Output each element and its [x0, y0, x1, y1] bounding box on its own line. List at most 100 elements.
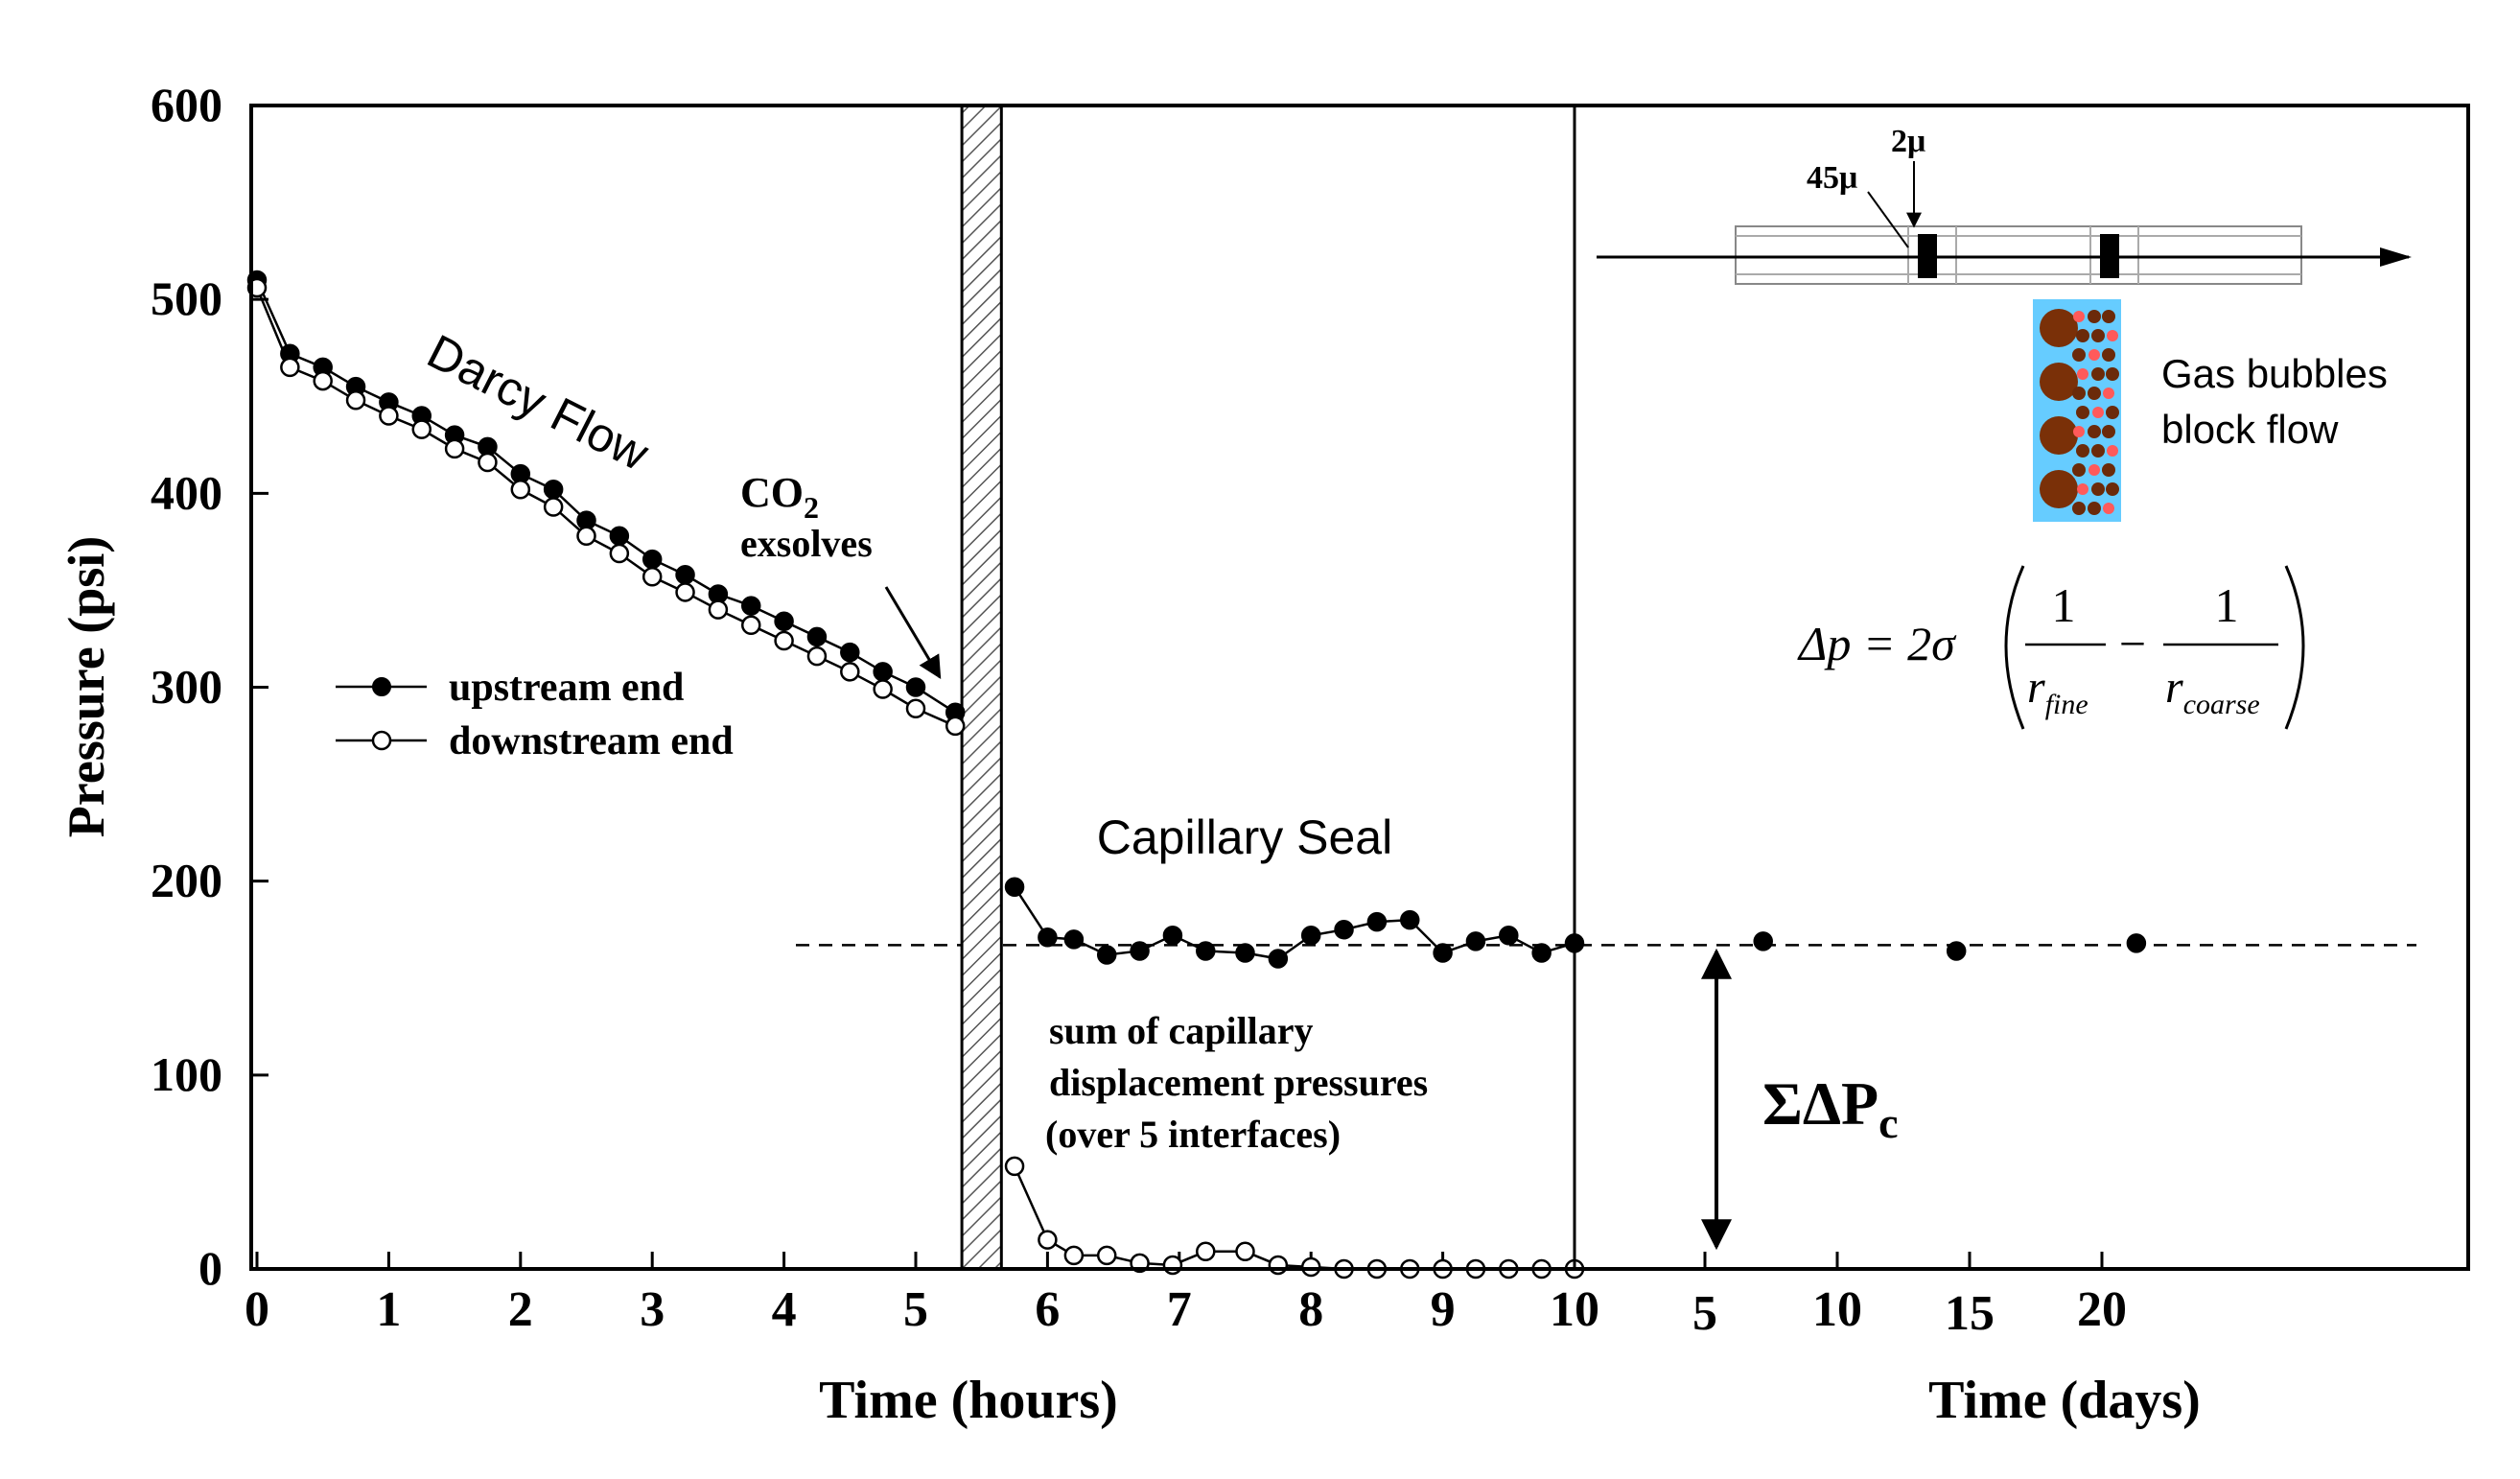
downstream-end-point	[945, 716, 966, 737]
eq-lhs: Δp = 2σ	[1797, 617, 1957, 670]
downstream-end-point	[1063, 1245, 1085, 1266]
downstream-end-point	[313, 370, 333, 391]
upstream-end-point	[1400, 909, 1420, 930]
fine-grain	[2088, 425, 2101, 438]
y-tick-label: 400	[151, 465, 222, 519]
fine-grain	[2102, 348, 2115, 362]
downstream-end-point	[1235, 1241, 1255, 1262]
downstream-end-point	[873, 679, 893, 699]
upstream-end-point	[905, 677, 926, 697]
downstream-end-point	[905, 698, 926, 718]
gas-bubble	[2107, 330, 2118, 341]
upstream-end-point	[806, 626, 828, 647]
downstream-end-point	[1268, 1255, 1289, 1276]
upstream-end-point	[642, 549, 663, 570]
sum-note-line1: sum of capillary	[1049, 1009, 1314, 1052]
size-fine-label: 2μ	[1891, 124, 1925, 159]
eq-numerator-2: 1	[2215, 578, 2239, 632]
coarse-grain	[2040, 416, 2078, 455]
x-tick-label-hours: 1	[376, 1282, 401, 1337]
upstream-end-point	[1366, 911, 1388, 932]
fine-grain	[2091, 367, 2105, 381]
gas-bubble	[2088, 464, 2100, 476]
fine-grain	[2072, 387, 2086, 400]
coarse-grain	[2040, 470, 2078, 508]
sum-note-line2: displacement pressures	[1049, 1061, 1428, 1104]
downstream-end-point	[379, 406, 399, 426]
upstream-end-point	[1334, 919, 1354, 940]
eq-left-paren	[2004, 565, 2025, 730]
upstream-end-line	[255, 279, 956, 714]
x-tick-label-hours: 7	[1167, 1282, 1192, 1337]
upstream-end-point	[1004, 877, 1025, 897]
fine-grain	[2076, 444, 2089, 458]
downstream-end-point	[609, 543, 630, 564]
fine-grain	[2102, 310, 2115, 323]
upstream-end-point	[741, 596, 761, 616]
upstream-end-point	[609, 526, 630, 547]
downstream-end-point	[411, 419, 432, 439]
upstream-end-days-point	[2126, 933, 2147, 953]
legend-downstream-label: downstream end	[449, 719, 734, 763]
upstream-end-days-point	[1946, 941, 1967, 961]
upstream-end-point	[873, 662, 893, 682]
fine-grain	[2102, 425, 2115, 438]
gas-bubble	[2073, 311, 2085, 322]
downstream-end-point	[708, 599, 729, 620]
downstream-end-point	[806, 646, 828, 667]
fine-grain	[2088, 502, 2101, 515]
fine-grain	[2072, 348, 2086, 362]
legend-upstream-label: upstream end	[449, 666, 684, 710]
downstream-end-point	[1004, 1156, 1025, 1177]
upstream-end-line	[1014, 886, 1575, 960]
fine-grain	[2106, 406, 2119, 419]
upstream-end-point	[1130, 941, 1150, 961]
fine-grain	[2091, 329, 2105, 342]
y-tick-label: 300	[151, 660, 222, 714]
upstream-end-point	[774, 611, 794, 632]
upstream-end-point	[1196, 941, 1216, 961]
upstream-end-point	[1096, 945, 1117, 965]
x-tick-label-hours: 10	[1550, 1282, 1599, 1337]
co2-arrow	[884, 586, 942, 680]
capillary-barrier-schematic: 45μ 2μ Gas bubbles block flow	[1597, 124, 2412, 522]
downstream-end-point	[774, 630, 794, 651]
sum-note-line3: (over 5 interfaces)	[1045, 1113, 1341, 1156]
gas-bubble	[2077, 483, 2088, 495]
y-tick-label: 500	[151, 271, 222, 325]
coarse-grain	[2040, 309, 2078, 347]
fine-grain	[2088, 310, 2101, 323]
downstream-end-line	[255, 287, 956, 728]
downstream-end-point	[1196, 1241, 1216, 1262]
downstream-end-point	[444, 438, 465, 459]
eq-denominator-fine: rfine	[2027, 662, 2088, 720]
downstream-end-point	[840, 662, 860, 682]
fine-grain	[2072, 463, 2086, 477]
co2-label: CO2	[740, 469, 819, 525]
upstream-end-point	[1433, 943, 1453, 963]
y-tick-label: 600	[151, 78, 222, 131]
fine-grain	[2076, 406, 2089, 419]
plot-frame	[249, 104, 2470, 1271]
downstream-end-point	[543, 497, 564, 517]
upstream-end-point	[1268, 949, 1289, 969]
gas-bubble	[2088, 349, 2100, 361]
x-tick-label-hours: 2	[508, 1282, 533, 1337]
fine-grain	[2091, 444, 2105, 458]
upstream-end-point	[1038, 927, 1058, 948]
transition-hatch-band	[960, 104, 1003, 1271]
sum-pc-label: ΣΔPc	[1762, 1069, 1898, 1147]
eq-numerator-1: 1	[2052, 578, 2076, 632]
gas-bubble	[2073, 426, 2085, 437]
upstream-end-point	[543, 480, 564, 500]
flow-arrowhead	[2380, 247, 2412, 267]
downstream-end-point	[642, 567, 663, 587]
downstream-end-point	[280, 357, 300, 378]
upstream-end-point	[1300, 926, 1321, 946]
fine-grain	[2106, 367, 2119, 381]
upstream-end-days-point	[1753, 931, 1773, 951]
eq-denominator-coarse: rcoarse	[2165, 662, 2260, 720]
coarse-grain	[2040, 363, 2078, 401]
gas-bubble	[2103, 503, 2114, 514]
